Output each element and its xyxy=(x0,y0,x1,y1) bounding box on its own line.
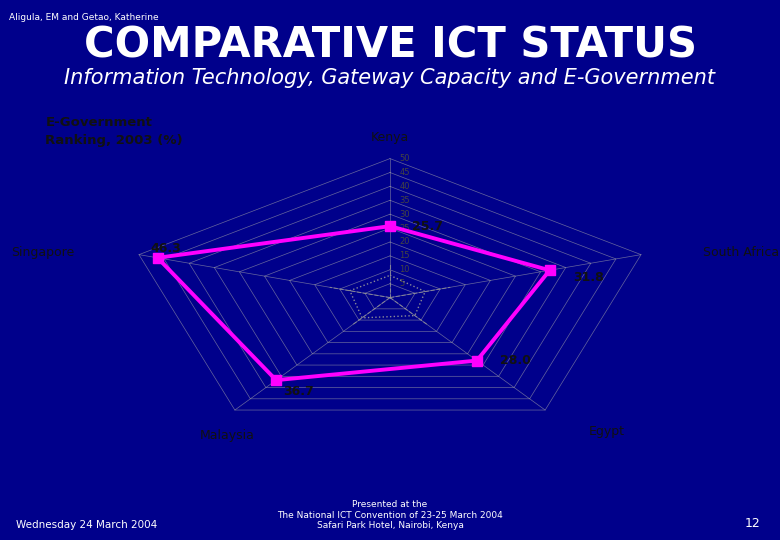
Text: Information Technology, Gateway Capacity and E-Government: Information Technology, Gateway Capacity… xyxy=(65,68,715,87)
Text: Malaysia: Malaysia xyxy=(200,429,255,442)
Text: Wednesday 24 March 2004: Wednesday 24 March 2004 xyxy=(16,520,157,530)
Text: 5: 5 xyxy=(399,279,405,288)
Text: 35: 35 xyxy=(399,196,410,205)
Point xyxy=(270,376,282,384)
Text: 36.7: 36.7 xyxy=(283,385,314,398)
Point xyxy=(470,356,483,365)
Text: South Africa: South Africa xyxy=(704,246,779,259)
Text: 50: 50 xyxy=(399,154,410,163)
Text: Presented at the
The National ICT Convention of 23-25 March 2004
Safari Park Hot: Presented at the The National ICT Conven… xyxy=(277,501,503,530)
Text: Egypt: Egypt xyxy=(589,425,625,438)
Text: 10: 10 xyxy=(399,265,410,274)
Point xyxy=(384,222,396,231)
Text: 15: 15 xyxy=(399,252,410,260)
Text: 25: 25 xyxy=(399,224,410,233)
Text: 28.0: 28.0 xyxy=(500,354,531,367)
Text: Singapore: Singapore xyxy=(11,246,74,259)
Text: COMPARATIVE ICT STATUS: COMPARATIVE ICT STATUS xyxy=(83,24,697,66)
Text: E-Government
Ranking, 2003 (%): E-Government Ranking, 2003 (%) xyxy=(45,116,183,147)
Text: Aligula, EM and Getao, Katherine: Aligula, EM and Getao, Katherine xyxy=(9,14,159,23)
Point xyxy=(544,266,556,275)
Text: 20: 20 xyxy=(399,238,410,246)
Text: 45: 45 xyxy=(399,168,410,177)
Text: 25.7: 25.7 xyxy=(412,220,443,233)
Text: Kenya: Kenya xyxy=(370,131,410,144)
Text: 46.3: 46.3 xyxy=(151,242,181,255)
Point xyxy=(151,253,164,262)
Text: 40: 40 xyxy=(399,182,410,191)
Text: 31.8: 31.8 xyxy=(573,271,604,284)
Text: 30: 30 xyxy=(399,210,410,219)
Text: 12: 12 xyxy=(745,517,760,530)
